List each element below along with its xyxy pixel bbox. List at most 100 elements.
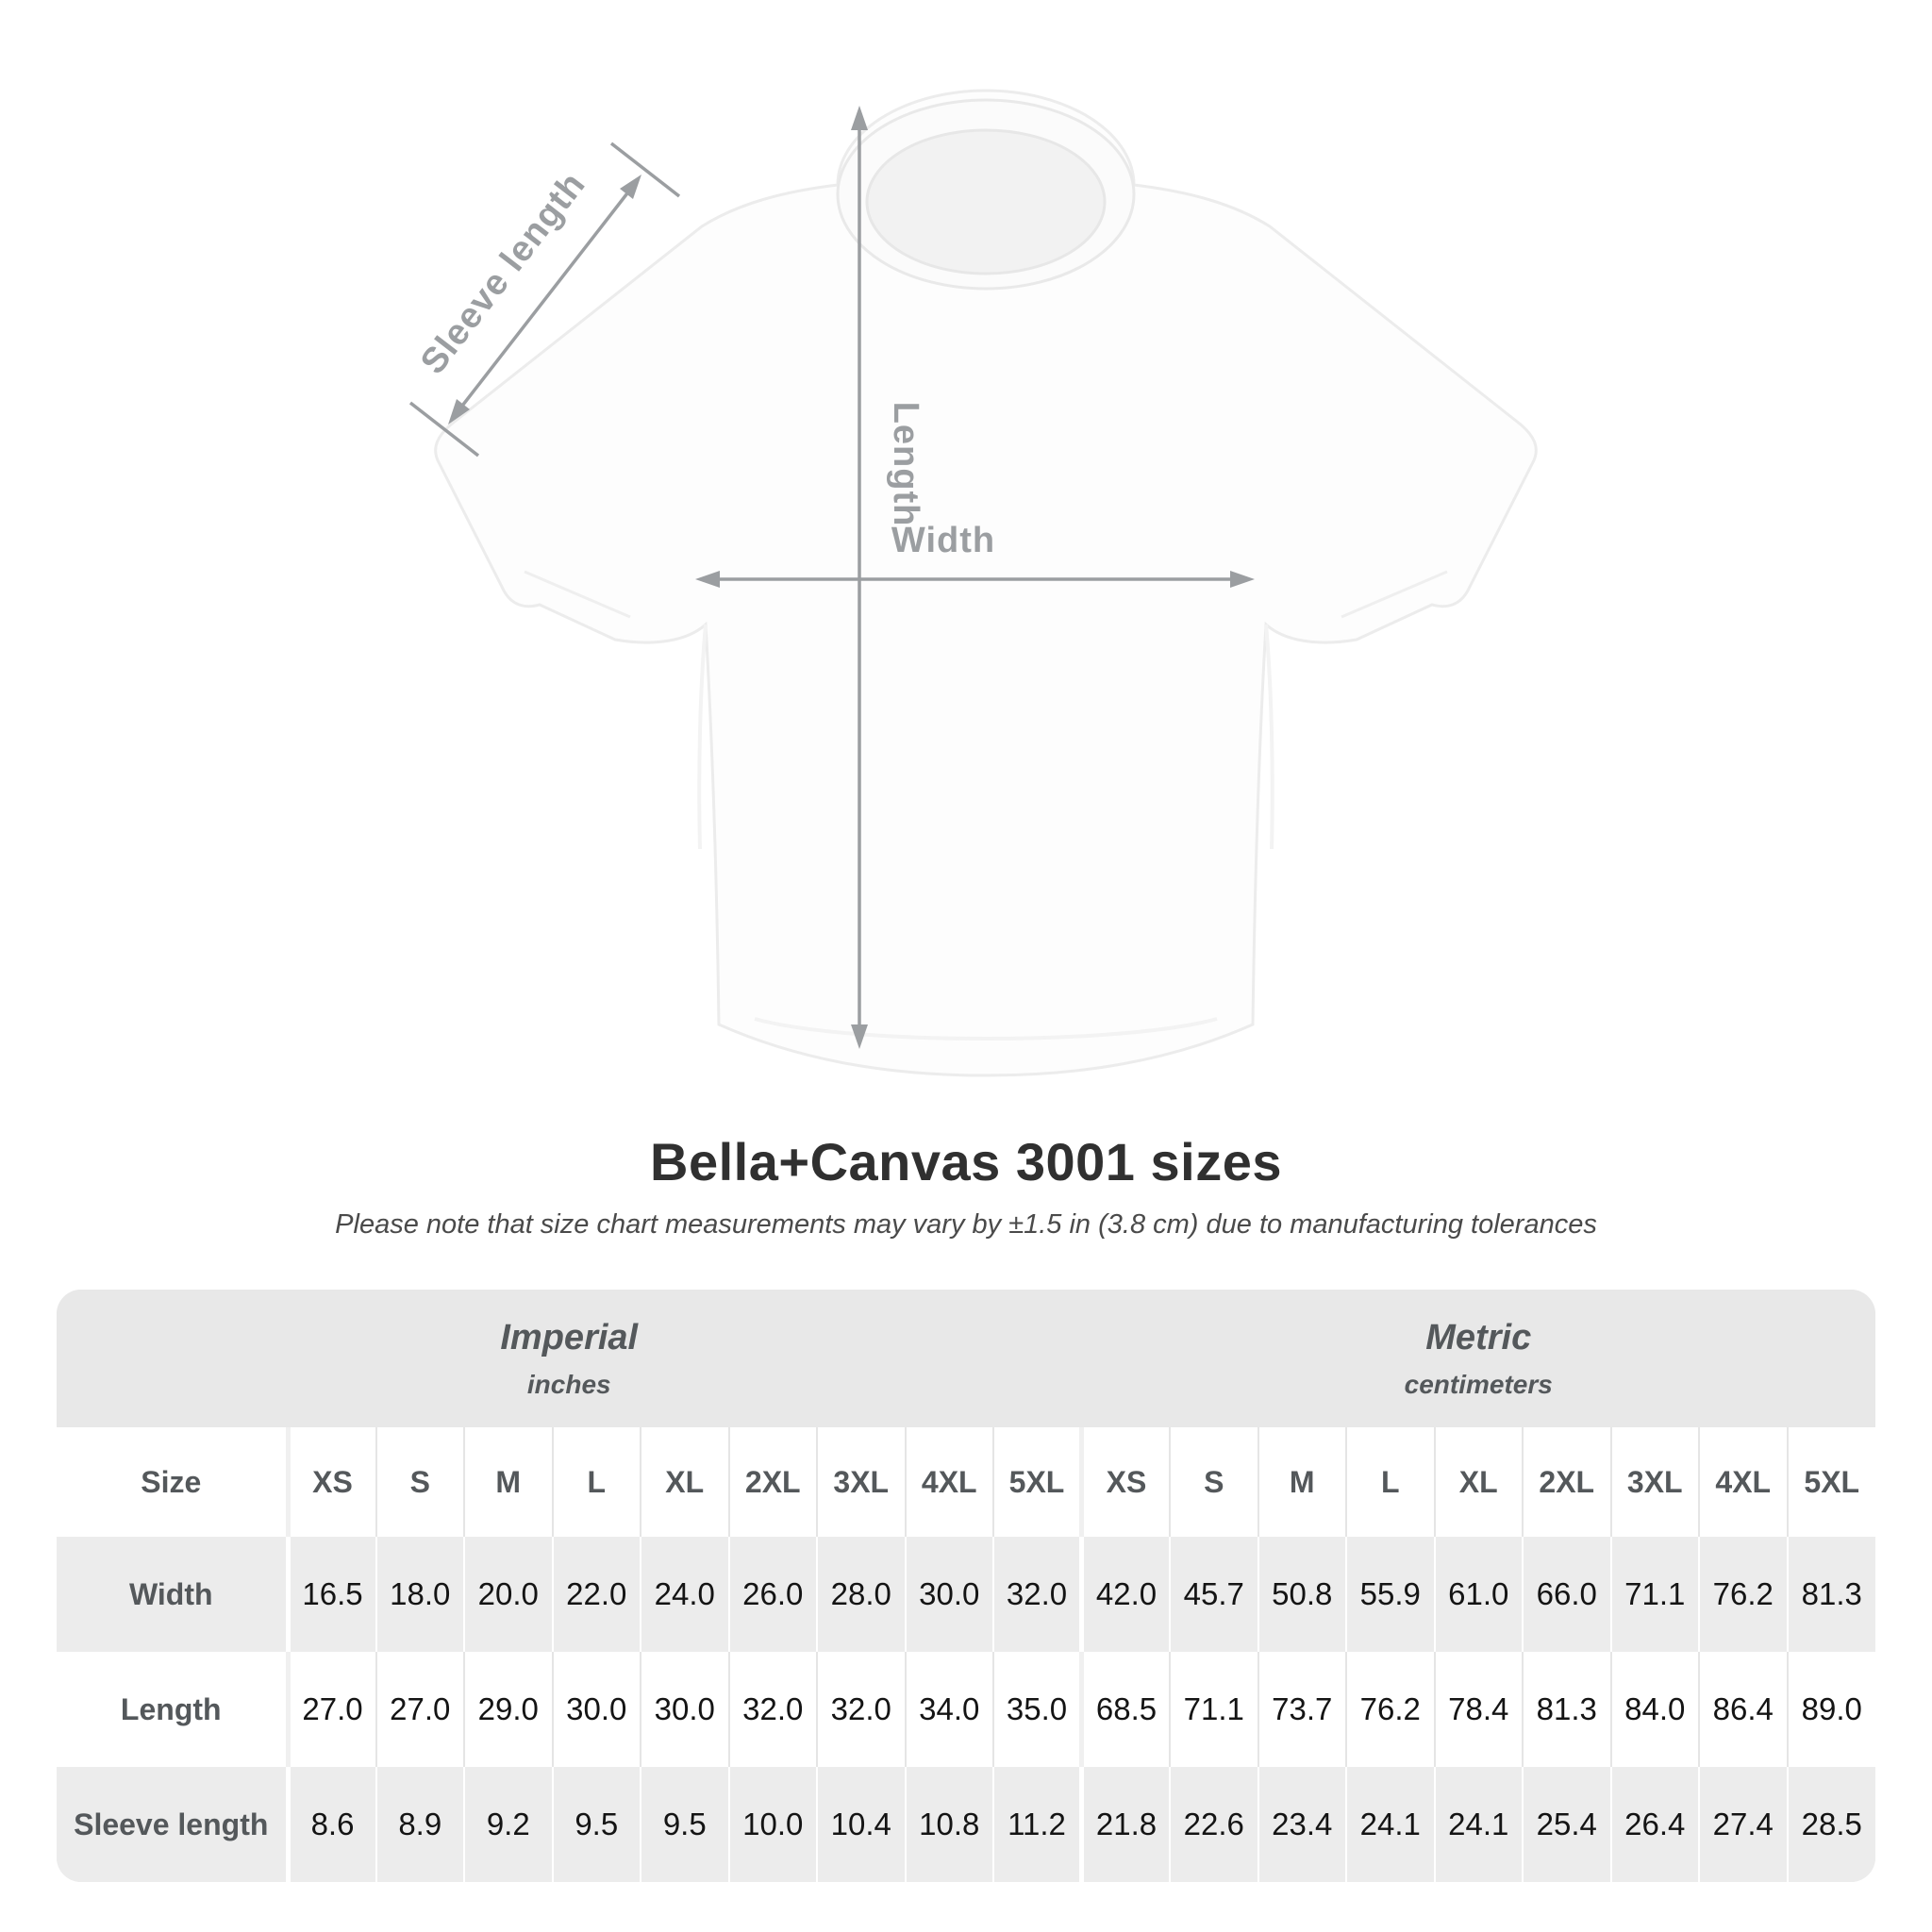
measurement-value: 71.1	[1609, 1537, 1699, 1652]
column-header-metric-xl: XL	[1433, 1427, 1523, 1537]
measurement-value: 28.0	[816, 1537, 906, 1652]
measurement-value: 89.0	[1786, 1652, 1875, 1767]
measurement-value: 66.0	[1522, 1537, 1611, 1652]
unit-group-header-row: Imperial inches Metric centimeters	[57, 1290, 1875, 1427]
metric-group-header: Metric centimeters	[1081, 1290, 1875, 1427]
size-header-row: Size XS S M L XL 2XL 3XL 4XL 5XL XS S M L XL 2XL 3XL 4XL…	[57, 1427, 1875, 1537]
size-column-title: Size	[141, 1464, 202, 1499]
column-header-imperial-l: L	[551, 1427, 641, 1537]
measurement-value: 22.6	[1169, 1767, 1258, 1882]
tolerance-note: Please note that size chart measurements…	[335, 1209, 1597, 1240]
table-row-sleeve-length: Sleeve length 8.6 8.9 9.2 9.5 9.5 10.0 10.4 10.8…	[57, 1767, 1875, 1882]
measurement-value: 27.4	[1698, 1767, 1788, 1882]
column-header-metric-s: S	[1169, 1427, 1258, 1537]
measurement-value: 26.0	[727, 1537, 817, 1652]
measurement-value: 42.0	[1079, 1537, 1170, 1652]
measurement-value: 20.0	[463, 1537, 553, 1652]
column-header-imperial-m: M	[463, 1427, 553, 1537]
imperial-unit: inches	[526, 1369, 611, 1399]
length-arrow	[851, 106, 868, 1049]
column-header-metric-5xl: 5XL	[1786, 1427, 1875, 1537]
measurement-value: 8.6	[285, 1767, 376, 1882]
measurement-value: 18.0	[375, 1537, 464, 1652]
width-arrow	[695, 571, 1255, 588]
column-header-metric-xs: XS	[1079, 1427, 1170, 1537]
column-header-imperial-xl: XL	[640, 1427, 729, 1537]
measurement-value: 71.1	[1169, 1652, 1258, 1767]
measurement-value: 78.4	[1433, 1652, 1523, 1767]
measurement-value: 24.0	[640, 1537, 729, 1652]
measurement-value: 29.0	[463, 1652, 553, 1767]
title-block: Bella+Canvas 3001 sizes Please note that…	[0, 1131, 1932, 1241]
measurement-value: 50.8	[1257, 1537, 1346, 1652]
measurement-value: 10.8	[904, 1767, 993, 1882]
measurement-value: 21.8	[1079, 1767, 1170, 1882]
column-header-imperial-s: S	[375, 1427, 464, 1537]
tshirt-diagram-svg: Sleeve length Length Width	[408, 89, 1538, 1077]
measurement-value: 81.3	[1786, 1537, 1875, 1652]
measurement-value: 23.4	[1257, 1767, 1346, 1882]
measurement-value: 76.2	[1345, 1652, 1435, 1767]
size-table: Imperial inches Metric centimeters Size …	[57, 1290, 1875, 1882]
measurement-value: 81.3	[1522, 1652, 1611, 1767]
measurement-value: 34.0	[904, 1652, 993, 1767]
measurement-value: 45.7	[1169, 1537, 1258, 1652]
measurement-value: 22.0	[551, 1537, 641, 1652]
measurement-value: 30.0	[551, 1652, 641, 1767]
row-label: Sleeve length	[74, 1807, 269, 1841]
column-header-imperial-2xl: 2XL	[727, 1427, 817, 1537]
row-label: Length	[120, 1691, 222, 1726]
tshirt-illustration	[434, 89, 1538, 1077]
measurement-value: 26.4	[1609, 1767, 1699, 1882]
size-table-grid: Imperial inches Metric centimeters Size …	[57, 1290, 1875, 1882]
measurement-value: 8.9	[375, 1767, 464, 1882]
measurement-value: 27.0	[375, 1652, 464, 1767]
measurement-value: 10.0	[727, 1767, 817, 1882]
measurement-value: 10.4	[816, 1767, 906, 1882]
measurement-value: 11.2	[992, 1767, 1082, 1882]
column-header-imperial-4xl: 4XL	[904, 1427, 993, 1537]
metric-unit: centimeters	[1404, 1369, 1553, 1399]
column-header-imperial-3xl: 3XL	[816, 1427, 906, 1537]
measurement-value: 9.2	[463, 1767, 553, 1882]
imperial-label: Imperial	[500, 1317, 639, 1357]
metric-label: Metric	[1425, 1317, 1532, 1357]
column-header-metric-m: M	[1257, 1427, 1346, 1537]
measurement-value: 84.0	[1609, 1652, 1699, 1767]
length-label: Length	[886, 402, 925, 527]
column-header-metric-3xl: 3XL	[1609, 1427, 1699, 1537]
collar-opening	[865, 128, 1107, 275]
measurement-value: 35.0	[992, 1652, 1082, 1767]
measurement-value: 28.5	[1786, 1767, 1875, 1882]
column-header-imperial-5xl: 5XL	[992, 1427, 1082, 1537]
measurement-value: 9.5	[640, 1767, 729, 1882]
sleeve-length-arrow	[408, 142, 681, 458]
measurement-value: 27.0	[285, 1652, 376, 1767]
measurement-value: 76.2	[1698, 1537, 1788, 1652]
measurement-value: 68.5	[1079, 1652, 1170, 1767]
table-row-length: Length 27.0 27.0 29.0 30.0 30.0 32.0 32.0 34.0 35…	[57, 1652, 1875, 1767]
measurement-value: 16.5	[285, 1537, 376, 1652]
page-title: Bella+Canvas 3001 sizes	[650, 1132, 1282, 1191]
measurement-value: 73.7	[1257, 1652, 1346, 1767]
measurement-value: 55.9	[1345, 1537, 1435, 1652]
measurement-value: 24.1	[1433, 1767, 1523, 1882]
tshirt-measurement-diagram: Sleeve length Length Width	[408, 89, 1538, 1077]
measurement-value: 32.0	[727, 1652, 817, 1767]
column-header-metric-4xl: 4XL	[1698, 1427, 1788, 1537]
measurement-value: 32.0	[816, 1652, 906, 1767]
column-header-imperial-xs: XS	[285, 1427, 376, 1537]
imperial-group-header: Imperial inches	[57, 1290, 1082, 1427]
measurement-value: 61.0	[1433, 1537, 1523, 1652]
row-label: Width	[128, 1576, 213, 1611]
measurement-value: 30.0	[640, 1652, 729, 1767]
measurement-value: 25.4	[1522, 1767, 1611, 1882]
measurement-value: 24.1	[1345, 1767, 1435, 1882]
measurement-value: 30.0	[904, 1537, 993, 1652]
size-chart-page: Sleeve length Length Width Bella+Canvas …	[0, 89, 1932, 1882]
measurement-value: 32.0	[992, 1537, 1082, 1652]
measurement-value: 9.5	[551, 1767, 641, 1882]
column-header-metric-l: L	[1345, 1427, 1435, 1537]
table-row-width: Width 16.5 18.0 20.0 22.0 24.0 26.0 28.0 30.0 32.…	[57, 1537, 1875, 1652]
column-header-metric-2xl: 2XL	[1522, 1427, 1611, 1537]
